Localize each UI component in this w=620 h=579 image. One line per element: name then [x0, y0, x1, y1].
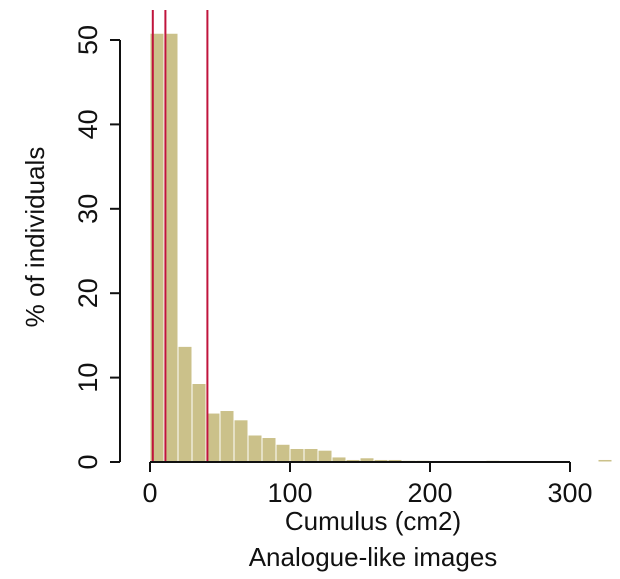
- histogram-bar: [289, 447, 305, 463]
- x-tick-label: 0: [142, 478, 157, 508]
- y-tick-label: 40: [73, 109, 103, 139]
- histogram-bar: [219, 410, 235, 463]
- y-tick-label: 0: [73, 454, 103, 469]
- y-axis-label: % of individuals: [20, 147, 50, 328]
- y-tick-label: 10: [73, 363, 103, 393]
- x-tick-label: 200: [407, 478, 452, 508]
- histogram-bar: [233, 419, 249, 463]
- y-tick-label: 20: [73, 278, 103, 308]
- reference-lines: [151, 10, 209, 462]
- histogram-bar: [191, 383, 207, 463]
- histogram-bar: [261, 437, 277, 463]
- histogram-bar: [247, 434, 263, 463]
- histogram-bar: [317, 449, 333, 463]
- y-tick-label: 50: [73, 25, 103, 55]
- y-axis-ticks: 0 10 20 30 40 50: [73, 25, 120, 470]
- x-tick-label: 100: [267, 478, 312, 508]
- y-tick-label: 30: [73, 194, 103, 224]
- histogram-bar: [275, 443, 291, 463]
- x-axis-label: Cumulus (cm2): [285, 506, 461, 536]
- axes: [119, 40, 570, 463]
- x-axis-ticks: 0 100 200 300: [142, 462, 593, 508]
- histogram-bar: [177, 345, 193, 463]
- histogram-bar: [597, 458, 613, 463]
- histogram-bar: [303, 447, 319, 463]
- x-tick-label: 300: [547, 478, 592, 508]
- chart-subtitle: Analogue-like images: [249, 542, 498, 572]
- histogram-bars: [149, 32, 613, 463]
